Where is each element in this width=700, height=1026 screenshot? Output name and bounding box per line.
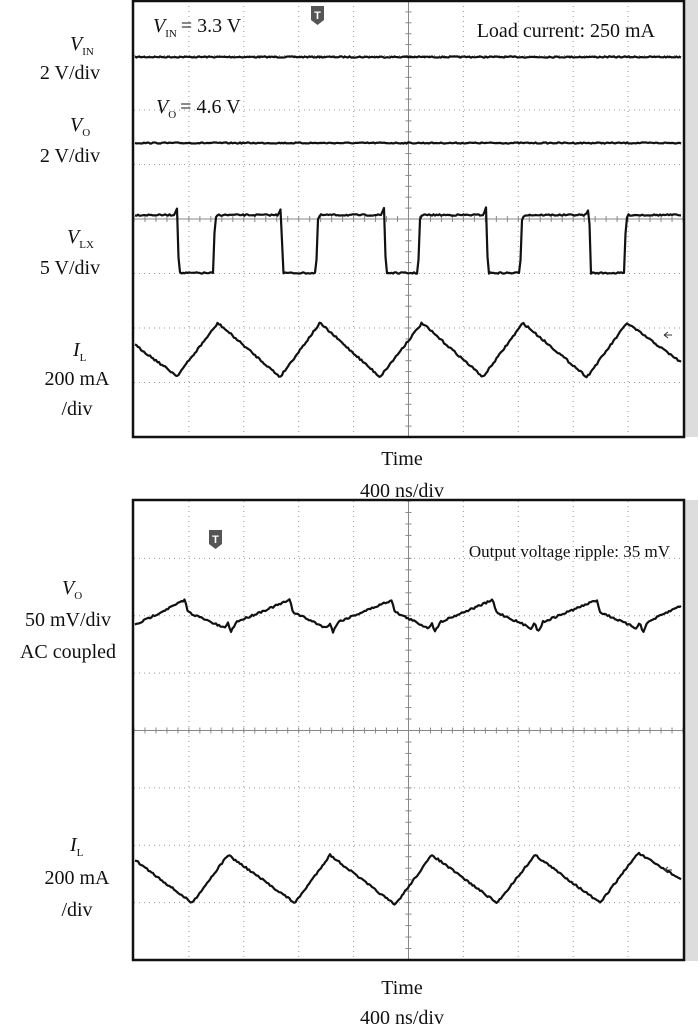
annotation: VIN = 3.3 V bbox=[153, 15, 242, 40]
screen-frame bbox=[131, 498, 686, 962]
channel-scale: AC coupled bbox=[20, 641, 116, 663]
waveform bbox=[134, 598, 682, 634]
x-scale: 400 ns/div bbox=[360, 480, 444, 502]
channel-label: VLX bbox=[67, 226, 94, 251]
waveform bbox=[134, 55, 682, 59]
scope-screen bbox=[133, 0, 684, 438]
channel-scale: 5 V/div bbox=[40, 257, 100, 279]
x-scale: 400 ns/div bbox=[360, 1007, 444, 1026]
level-marker bbox=[663, 331, 672, 339]
x-label: Time bbox=[381, 448, 423, 470]
channel-scale: /div bbox=[61, 899, 92, 921]
channel-label: IL bbox=[72, 339, 87, 364]
channel-scale: 200 mA bbox=[45, 368, 111, 390]
channel-scale: 50 mV/div bbox=[25, 609, 111, 631]
screen-shadow bbox=[683, 0, 698, 437]
level-marker bbox=[663, 866, 672, 874]
waveform bbox=[134, 206, 682, 275]
channel-scale: /div bbox=[61, 398, 92, 420]
channel-scale: 2 V/div bbox=[40, 62, 100, 84]
channel-scale: 2 V/div bbox=[40, 145, 100, 167]
scope-screen bbox=[133, 500, 684, 961]
channel-label: VIN bbox=[70, 33, 94, 58]
waveform bbox=[134, 141, 682, 145]
waveform bbox=[134, 851, 682, 906]
screen-frame bbox=[131, 0, 686, 439]
trigger-marker bbox=[311, 6, 324, 25]
note: Load current: 250 mA bbox=[477, 20, 656, 42]
channel-label: VO bbox=[62, 577, 82, 602]
trigger-label: T bbox=[314, 10, 321, 22]
waveform bbox=[134, 321, 682, 379]
channel-label: VO bbox=[70, 114, 90, 139]
channel-label: IL bbox=[69, 834, 84, 859]
trigger-marker bbox=[209, 530, 222, 549]
annotation: VO = 4.6 V bbox=[156, 96, 241, 121]
trigger-label: T bbox=[212, 534, 219, 546]
x-label: Time bbox=[381, 977, 423, 999]
note: Output voltage ripple: 35 mV bbox=[469, 542, 671, 561]
screen-shadow bbox=[684, 500, 698, 961]
channel-scale: 200 mA bbox=[45, 867, 111, 889]
